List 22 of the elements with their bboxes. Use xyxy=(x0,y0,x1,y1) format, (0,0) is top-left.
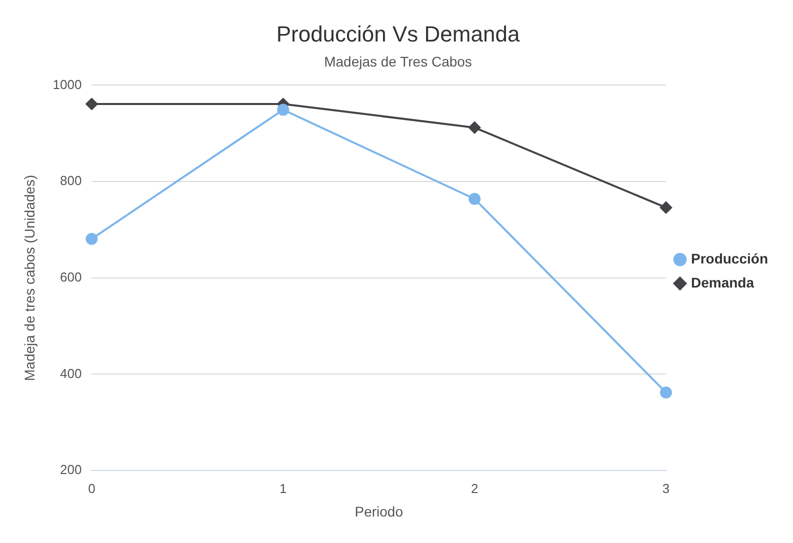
point xyxy=(660,202,672,214)
x-tick-label: 2 xyxy=(470,480,478,496)
point xyxy=(277,104,290,116)
chart-subtitle: Madejas de Tres Cabos xyxy=(324,54,472,70)
y-tick-label: 600 xyxy=(60,269,82,284)
y-tick-label: 800 xyxy=(60,173,82,188)
legend-label: Producción xyxy=(690,250,768,266)
point xyxy=(660,386,672,399)
x-tick-label: 0 xyxy=(88,480,96,496)
y-tick-label: 200 xyxy=(60,462,82,478)
x-tick-label: 1 xyxy=(280,480,287,496)
y-tick-label: 400 xyxy=(60,366,82,381)
point xyxy=(86,232,98,245)
point xyxy=(468,192,481,205)
chart-title: Producción Vs Demanda xyxy=(276,21,520,46)
x-tick-label: 3 xyxy=(662,480,670,496)
y-axis-title: Madeja de tres cabos (Unidades) xyxy=(21,174,38,382)
y-tick-label: 1000 xyxy=(52,76,82,92)
point xyxy=(86,98,98,110)
x-axis-title: Periodo xyxy=(354,503,404,520)
legend-label: Demanda xyxy=(690,274,754,290)
point xyxy=(468,122,481,134)
